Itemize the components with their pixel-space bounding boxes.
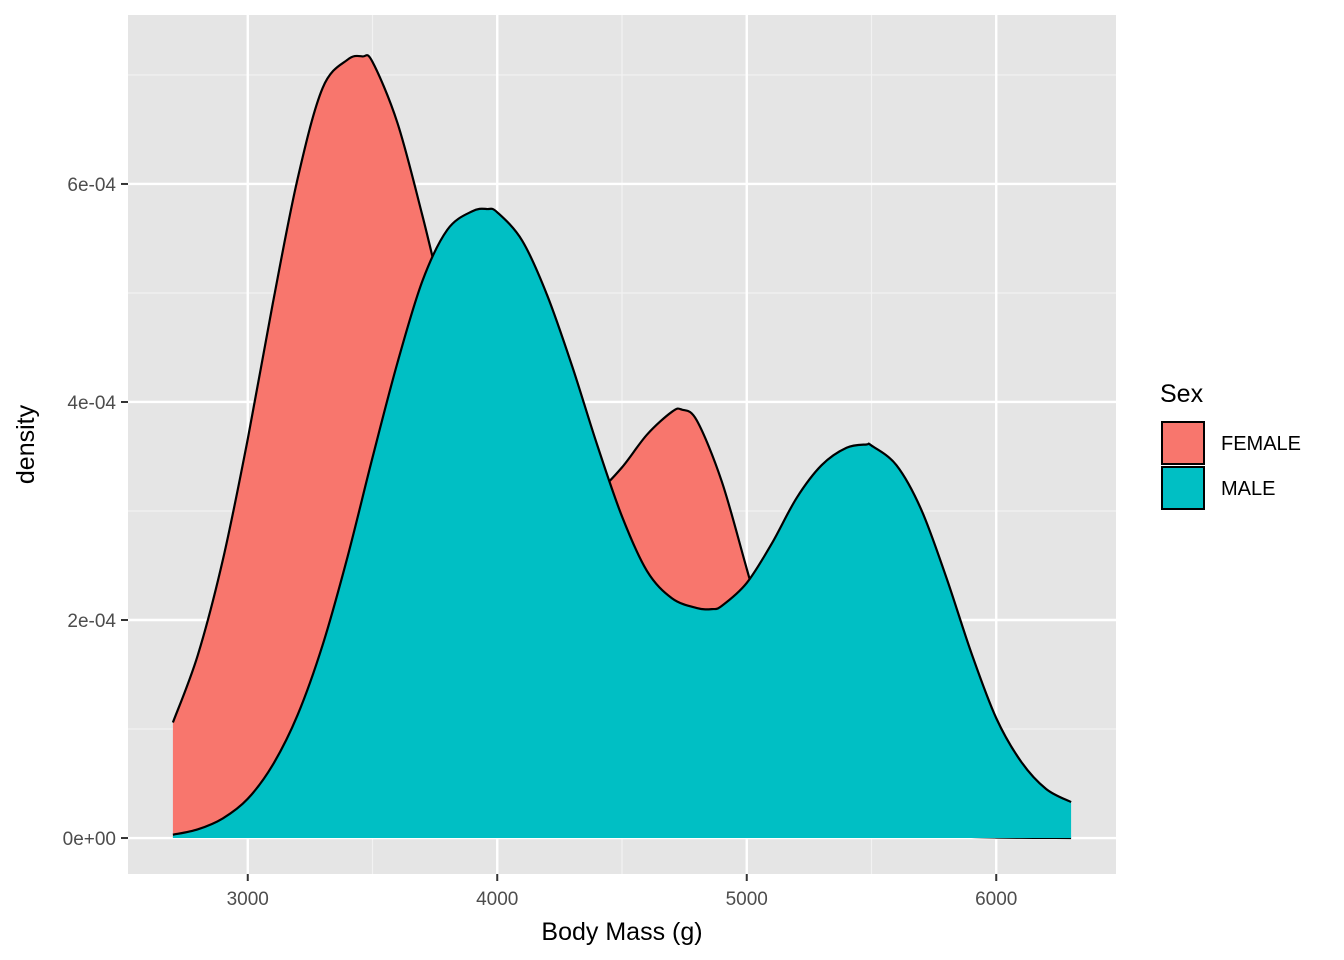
x-tick-label: 5000	[726, 889, 768, 910]
density-areas	[171, 54, 1072, 840]
x-tick-label: 3000	[227, 889, 269, 910]
x-tick-label: 4000	[476, 889, 518, 910]
legend-key-female	[1161, 421, 1205, 465]
y-tick-label: 0e+00	[63, 829, 116, 850]
axes: 3000 4000 5000 6000 0e+00 2e-04 4e-04 6e-04	[63, 175, 1018, 910]
legend-label-female: FEMALE	[1221, 433, 1301, 455]
x-tick-label: 6000	[975, 889, 1017, 910]
y-tick-label: 4e-04	[67, 393, 116, 414]
legend-label-male: MALE	[1221, 478, 1275, 500]
y-axis-title: density	[12, 404, 40, 484]
y-tick-label: 6e-04	[67, 175, 116, 196]
legend: Sex FEMALE MALE	[1160, 380, 1301, 510]
legend-key-male	[1161, 466, 1205, 510]
legend-title: Sex	[1160, 380, 1204, 408]
y-tick-label: 2e-04	[67, 611, 116, 632]
density-line-male	[172, 207, 1072, 836]
x-axis-title: Body Mass (g)	[541, 918, 702, 946]
